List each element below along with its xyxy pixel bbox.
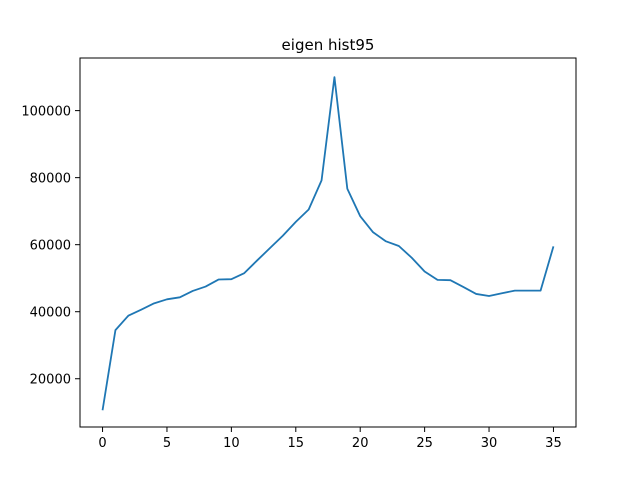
y-tick-label: 80000 [30,172,71,187]
x-tick-label: 30 [481,436,498,451]
y-tick-label: 20000 [30,373,71,388]
x-tick-label: 10 [223,436,240,451]
axis-ticks: 0 5 10 15 20 25 30 35 20000 40000 60000 80000 100000 [21,105,561,451]
x-tick-label: 35 [545,436,562,451]
y-tick-label: 60000 [30,239,71,254]
x-tick-label: 0 [98,436,106,451]
x-tick-label: 20 [352,436,369,451]
y-tick-label: 100000 [21,105,71,120]
plot-frame [79,57,577,428]
y-tick-label: 40000 [30,306,71,321]
x-tick-label: 25 [416,436,433,451]
series-line [101,76,555,411]
x-tick-label: 5 [163,436,171,451]
chart-title: eigen hist95 [282,36,375,54]
x-tick-label: 15 [288,436,305,451]
series-group [101,76,555,411]
